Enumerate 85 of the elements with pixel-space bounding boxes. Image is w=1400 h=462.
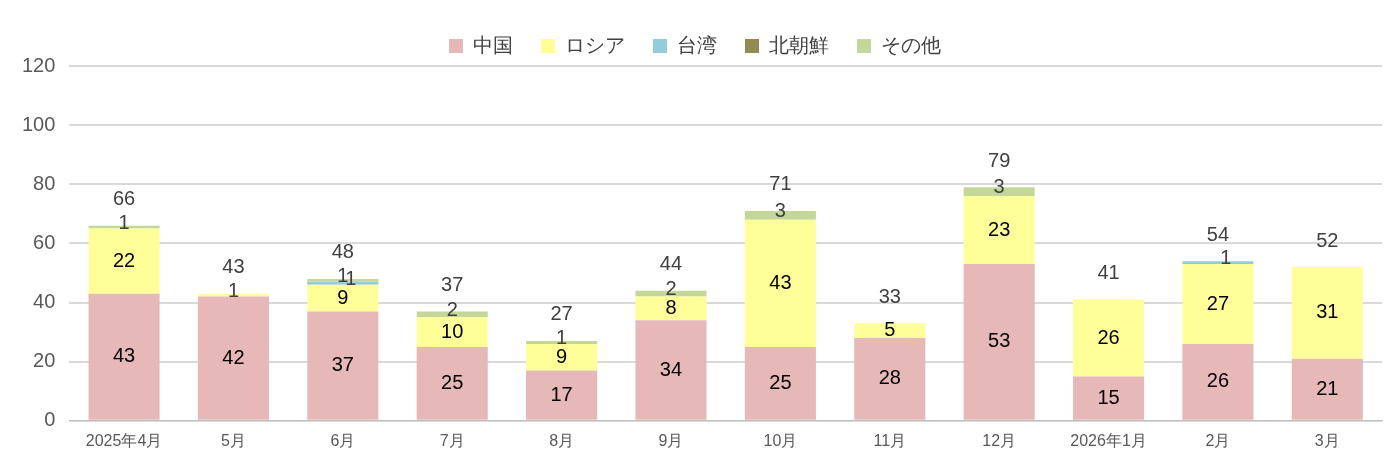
bar bbox=[1182, 343, 1254, 420]
data-label: 43 bbox=[769, 270, 792, 293]
x-tick-label: 7月 bbox=[439, 431, 465, 449]
data-label: 2 bbox=[446, 297, 458, 320]
y-tick-label: 120 bbox=[21, 53, 56, 76]
total-label: 43 bbox=[222, 255, 245, 278]
y-tick-label: 20 bbox=[33, 349, 56, 372]
data-label: 1 bbox=[227, 278, 240, 301]
bar bbox=[963, 196, 1035, 265]
y-tick-label: 60 bbox=[33, 230, 56, 253]
data-label: 25 bbox=[441, 370, 464, 393]
legend-label: 中国 bbox=[473, 33, 513, 56]
x-tick-label: 10月 bbox=[763, 431, 798, 449]
data-label: 3 bbox=[993, 175, 1005, 198]
bar bbox=[1291, 358, 1363, 420]
y-tick-label: 40 bbox=[33, 290, 56, 313]
bar bbox=[635, 296, 707, 321]
bar bbox=[88, 293, 160, 420]
data-label: 26 bbox=[1206, 369, 1230, 392]
bar bbox=[1072, 299, 1145, 377]
bar bbox=[416, 317, 488, 347]
data-label: 26 bbox=[1097, 325, 1120, 348]
bar bbox=[1182, 264, 1254, 344]
bar bbox=[854, 323, 926, 339]
legend-label: 北朝鮮 bbox=[769, 33, 829, 56]
total-label: 41 bbox=[1097, 261, 1120, 284]
data-label: 5 bbox=[884, 318, 896, 341]
data-label: 31 bbox=[1316, 300, 1339, 323]
legend-label: ロシア bbox=[565, 33, 625, 56]
bar bbox=[963, 264, 1035, 420]
x-tick-label: 5月 bbox=[220, 431, 246, 449]
bar bbox=[1291, 267, 1363, 359]
bar bbox=[526, 343, 598, 371]
data-label: 42 bbox=[222, 345, 245, 368]
total-label: 27 bbox=[550, 302, 573, 325]
data-label: 23 bbox=[988, 217, 1011, 240]
data-label: 17 bbox=[550, 382, 573, 405]
bar bbox=[526, 370, 598, 420]
x-tick-label: 2月 bbox=[1205, 431, 1231, 449]
x-tick-label: 6月 bbox=[330, 431, 356, 449]
bar bbox=[307, 311, 379, 420]
y-tick-label: 80 bbox=[33, 171, 56, 194]
bar bbox=[744, 346, 816, 420]
bar bbox=[197, 296, 269, 420]
data-label: 22 bbox=[112, 248, 136, 271]
y-tick-label: 100 bbox=[21, 112, 56, 135]
legend-label: 台湾 bbox=[677, 33, 717, 56]
bar bbox=[416, 346, 488, 420]
data-label: 28 bbox=[878, 366, 901, 389]
bar bbox=[635, 320, 707, 420]
x-tick-label: 2025年4月 bbox=[85, 431, 163, 449]
total-label: 44 bbox=[659, 252, 683, 275]
data-label: 34 bbox=[659, 357, 683, 380]
data-label: 3 bbox=[774, 198, 786, 221]
total-label: 66 bbox=[112, 187, 136, 210]
data-label: 43 bbox=[112, 344, 136, 367]
total-label: 48 bbox=[331, 240, 354, 263]
total-label: 71 bbox=[769, 172, 792, 195]
total-label: 79 bbox=[988, 148, 1011, 171]
data-label: 1 bbox=[118, 210, 130, 233]
data-label: 53 bbox=[988, 329, 1011, 352]
x-tick-label: 12月 bbox=[982, 431, 1017, 449]
x-tick-label: 11月 bbox=[873, 431, 907, 449]
total-label: 54 bbox=[1206, 222, 1230, 245]
bar bbox=[88, 228, 160, 294]
total-label: 37 bbox=[441, 272, 464, 295]
data-label: 10 bbox=[441, 319, 464, 342]
data-label: 25 bbox=[769, 370, 792, 393]
data-label: 27 bbox=[1206, 291, 1230, 314]
x-tick-label: 9月 bbox=[658, 431, 684, 449]
x-tick-label: 3月 bbox=[1314, 431, 1340, 449]
x-tick-label: 8月 bbox=[549, 431, 575, 449]
legend-label: その他 bbox=[881, 33, 941, 56]
bar bbox=[307, 284, 379, 312]
y-tick-label: 0 bbox=[44, 408, 56, 431]
data-label: 9 bbox=[337, 285, 349, 308]
bar bbox=[1072, 376, 1145, 420]
x-tick-label: 2026年1月 bbox=[1070, 431, 1147, 449]
bar bbox=[854, 338, 926, 420]
total-label: 52 bbox=[1316, 228, 1339, 251]
data-label: 37 bbox=[331, 353, 354, 376]
bar bbox=[744, 219, 816, 347]
data-label: 15 bbox=[1097, 385, 1120, 408]
total-label: 33 bbox=[878, 284, 901, 307]
data-label: 21 bbox=[1316, 376, 1339, 399]
